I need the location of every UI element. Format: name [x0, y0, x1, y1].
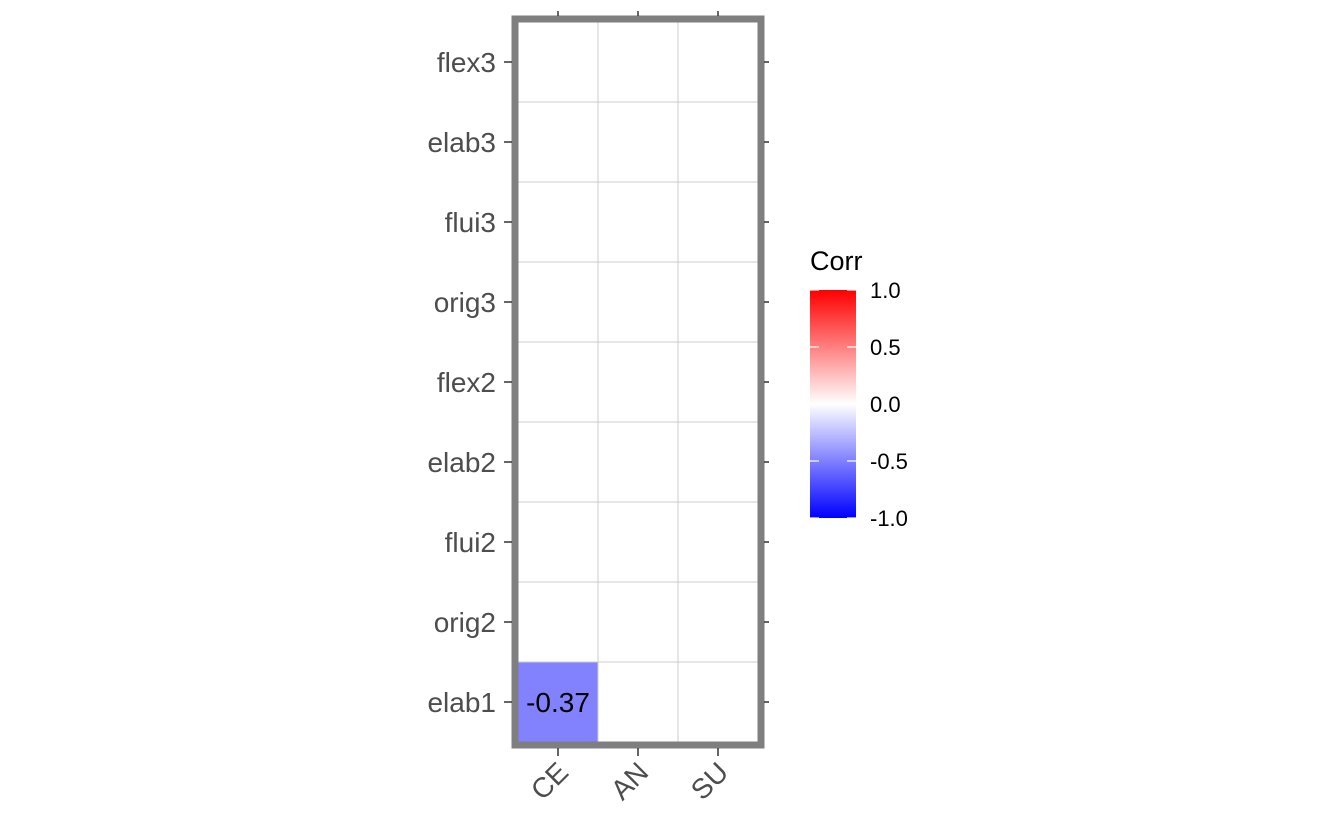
grid-lines [518, 22, 758, 742]
heatmap-cells [518, 662, 598, 742]
panel-background [518, 22, 758, 742]
cell-labels: -0.37 [526, 687, 590, 718]
x-tick-label: SU [685, 756, 734, 805]
panel-frame [511, 15, 765, 749]
y-tick-label: orig2 [434, 607, 496, 638]
plot-panel [518, 22, 758, 742]
y-tick-label: flui2 [445, 527, 496, 558]
cell-value-label: -0.37 [526, 687, 590, 718]
legend-title: Corr [810, 246, 863, 276]
y-tick-label: elab1 [427, 687, 496, 718]
y-tick-label: elab2 [427, 447, 496, 478]
legend-tick-label: 1.0 [870, 278, 901, 303]
y-tick-label: orig3 [434, 287, 496, 318]
y-tick-label: flex2 [437, 367, 496, 398]
legend-tick-label: -0.5 [870, 449, 908, 474]
legend-tick-label: -1.0 [870, 506, 908, 531]
y-tick-label: flui3 [445, 207, 496, 238]
legend-tick-label: 0.5 [870, 335, 901, 360]
x-tick-label: CE [525, 756, 574, 805]
y-axis: elab1 orig2 flui2 elab2 flex2 orig3 flui3 elab3… [427, 47, 769, 718]
y-tick-label: elab3 [427, 127, 496, 158]
y-tick-label: flex3 [437, 47, 496, 78]
x-tick-label: AN [605, 756, 654, 805]
heatmap-cell [518, 662, 598, 742]
legend: Corr 1.0 0.5 0.0 -0.5 -1.0 [810, 246, 908, 531]
legend-tick-label: 0.0 [870, 392, 901, 417]
panel-border [511, 15, 765, 749]
